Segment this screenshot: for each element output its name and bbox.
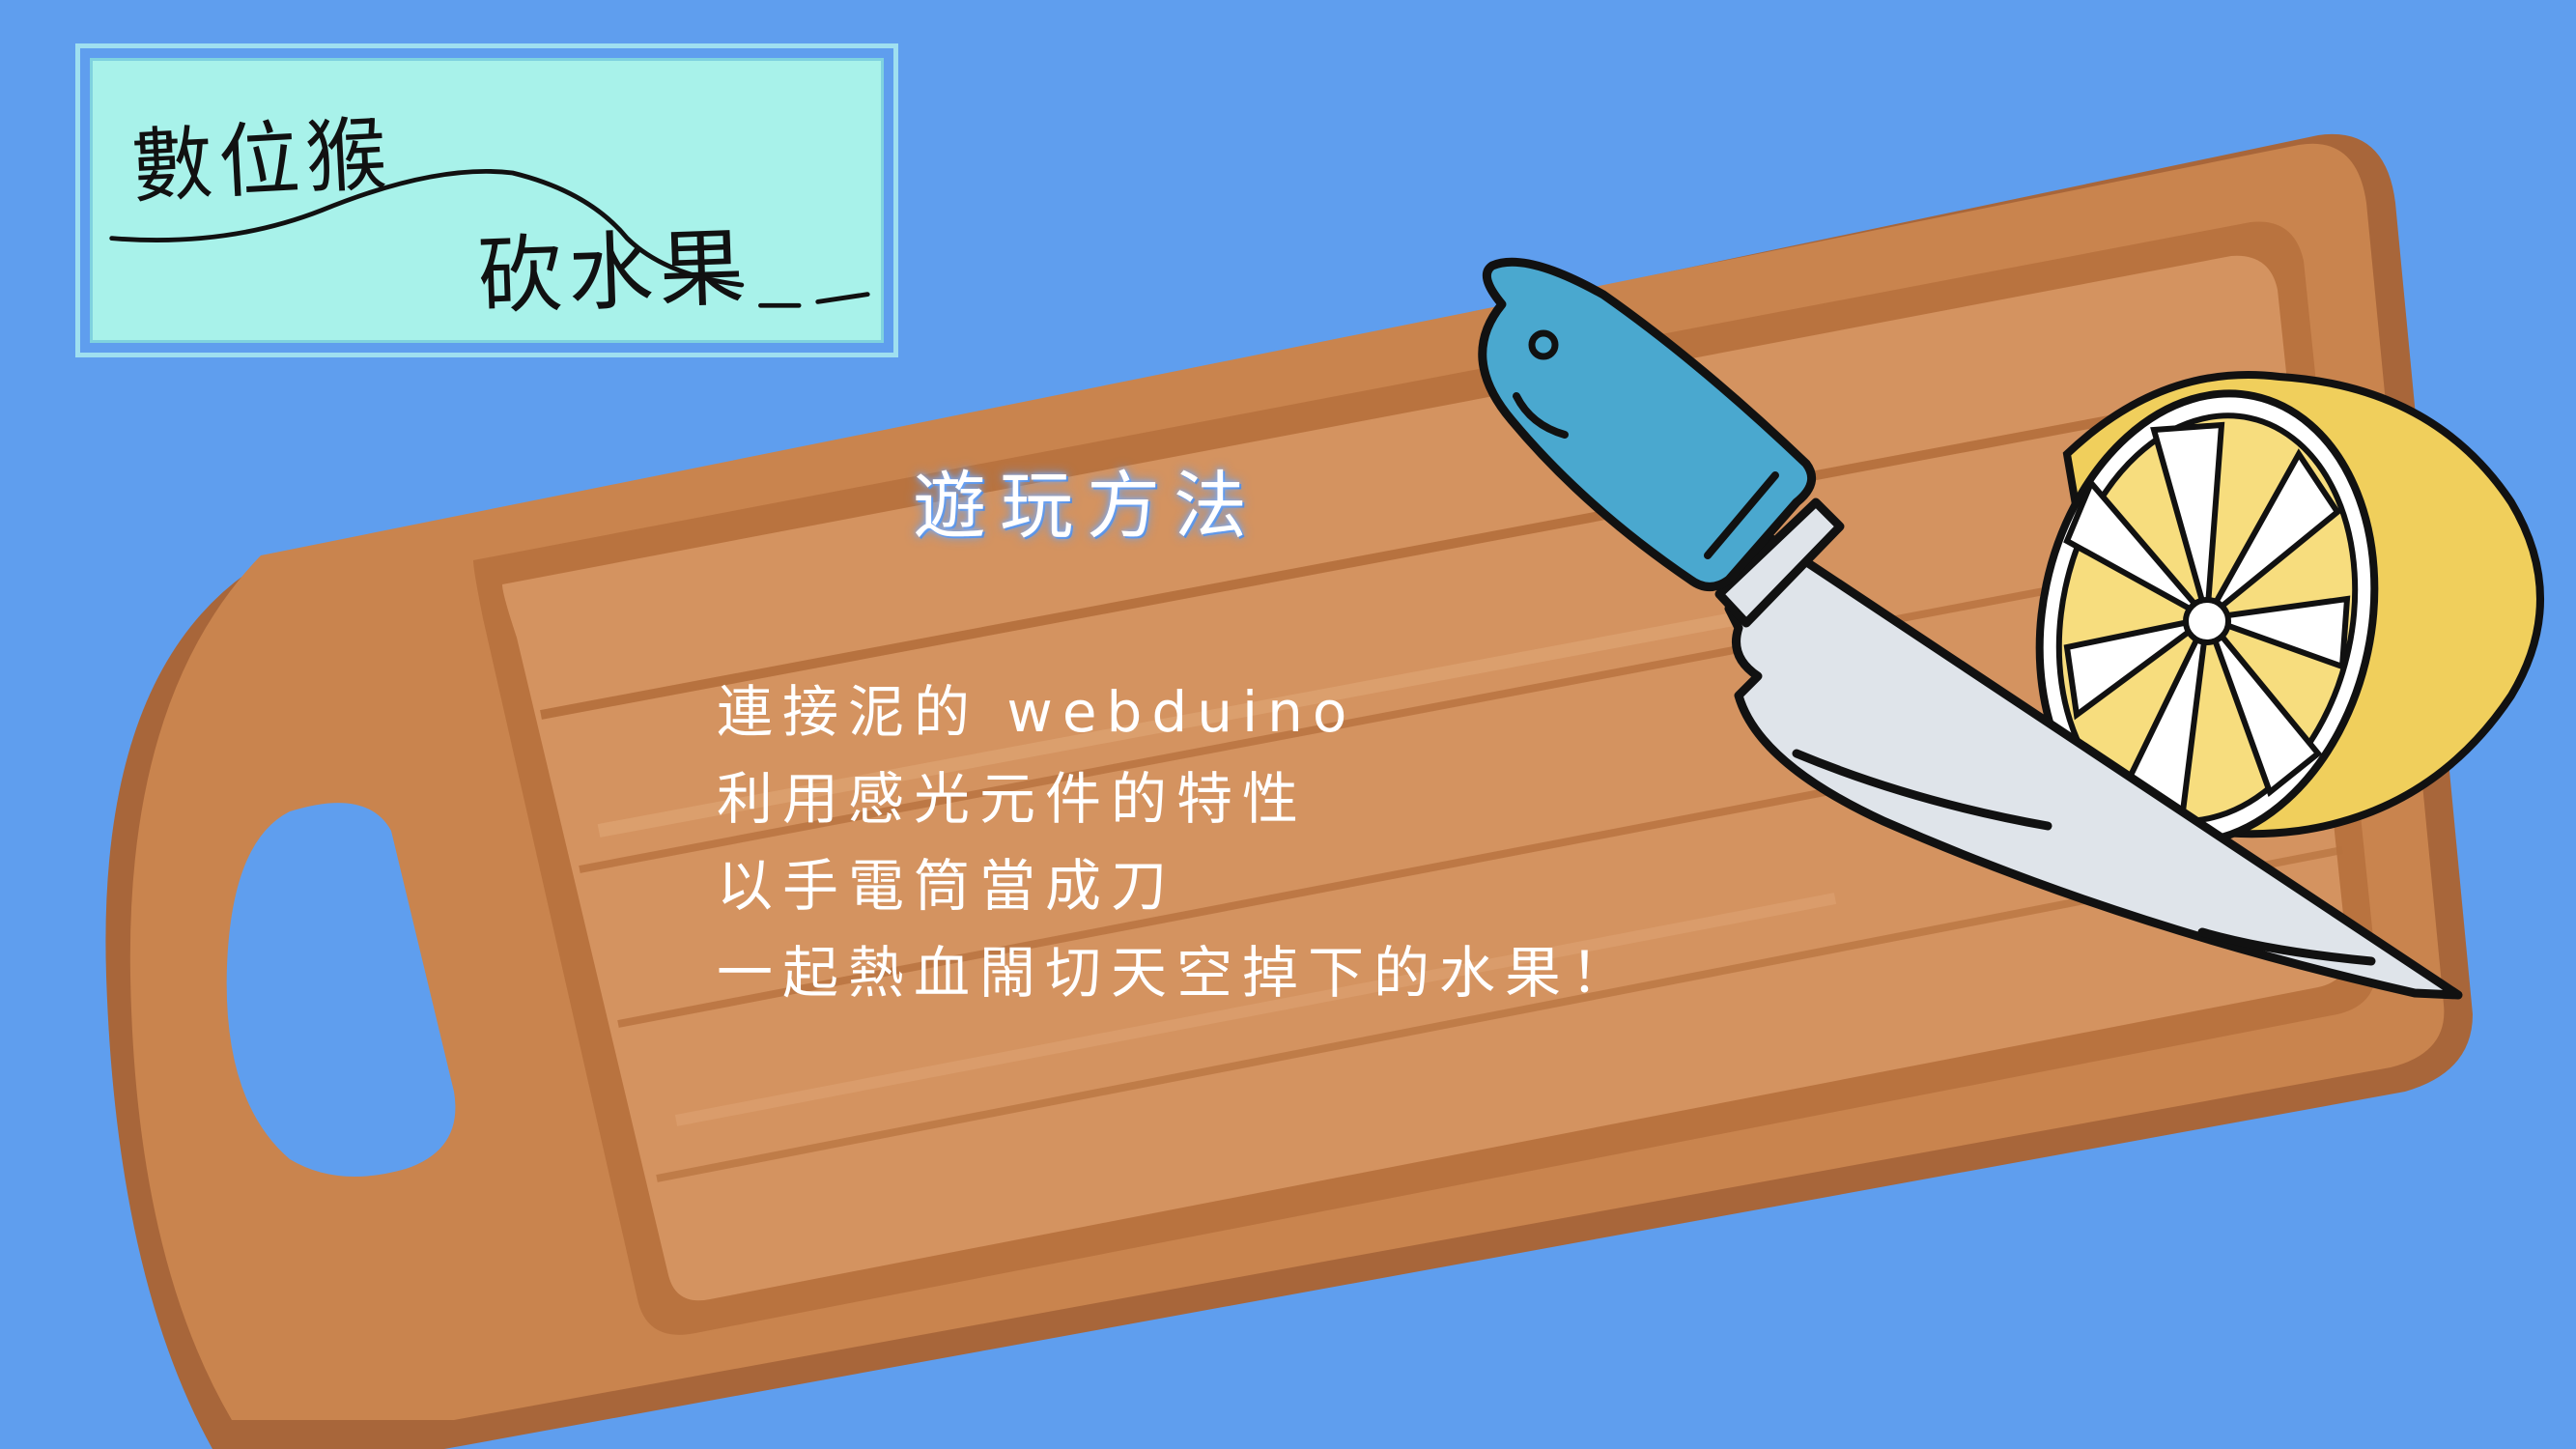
knife-icon: [1478, 257, 2463, 1000]
cutting-board-icon: [105, 133, 2473, 1449]
game-logo: 數位猴 砍水果: [75, 43, 898, 357]
instruction-line: 連接泥的 webduino: [717, 679, 1357, 745]
logo-title-line2: 砍水果: [475, 217, 751, 327]
instruction-line: 一起熱血閙切天空掉下的水果！: [717, 940, 1637, 1006]
lemon-icon: [2035, 370, 2544, 847]
logo-panel: 數位猴 砍水果: [90, 58, 884, 343]
instruction-line: 利用感光元件的特性: [717, 766, 1309, 832]
instructions-title: 遊玩方法: [913, 463, 1260, 549]
logo-title-line1: 數位猴: [128, 105, 395, 214]
instruction-line: 以手電筒當成刀: [717, 853, 1177, 919]
